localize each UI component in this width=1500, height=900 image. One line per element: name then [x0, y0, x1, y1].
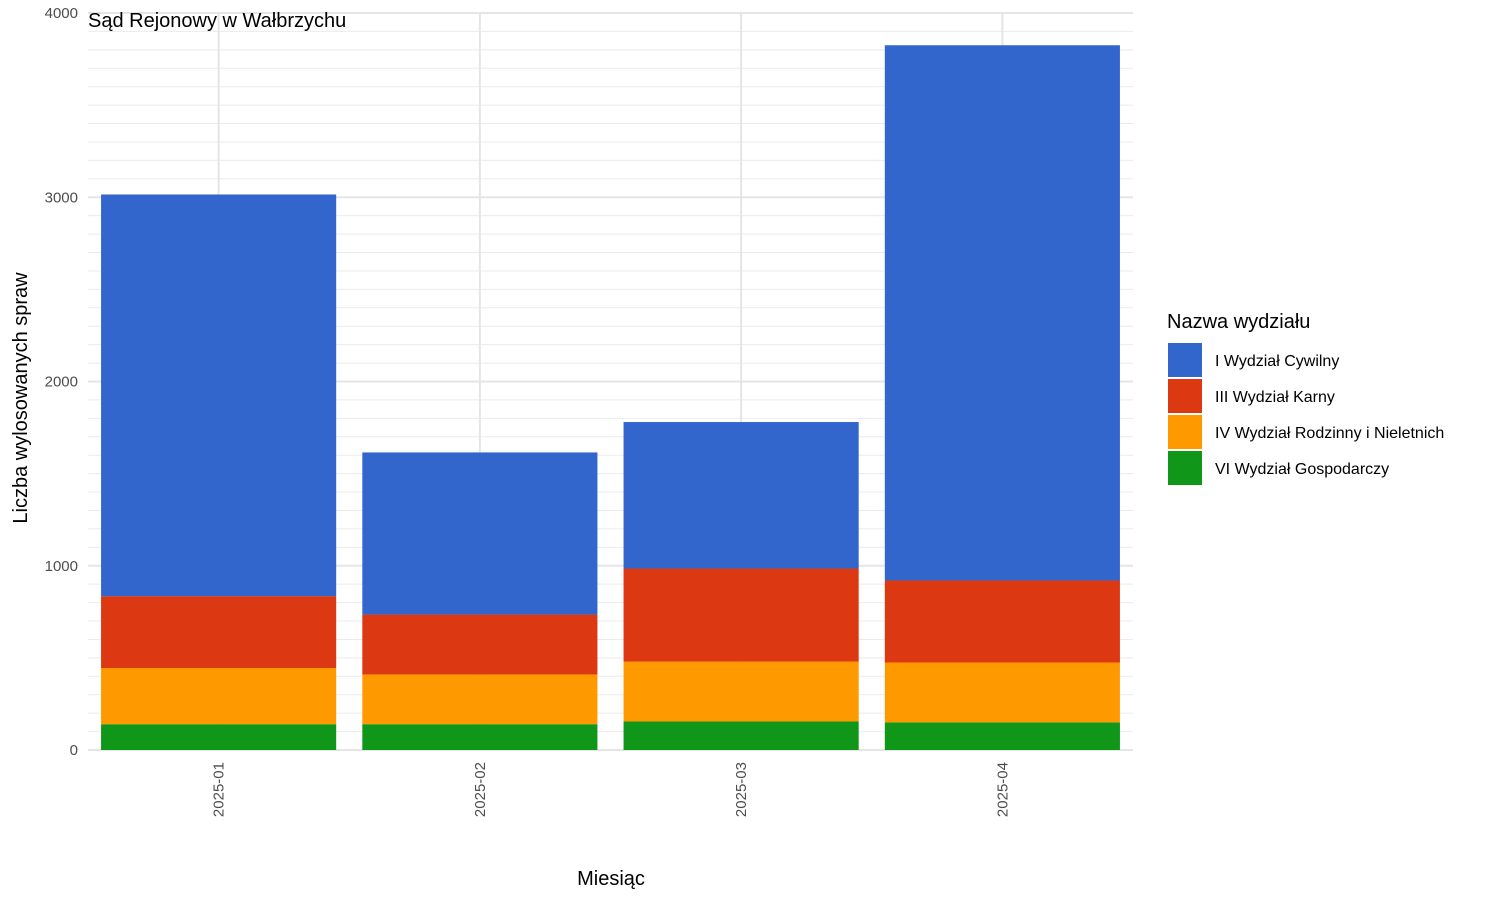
legend-label: III Wydział Karny	[1215, 389, 1335, 406]
legend-swatch	[1168, 415, 1202, 449]
bar-segment	[362, 724, 598, 750]
bars	[101, 45, 1120, 750]
bar-segment	[362, 614, 598, 675]
x-tick-label: 2025-01	[211, 762, 228, 817]
bar-segment	[362, 452, 598, 615]
bar-segment	[623, 568, 859, 662]
x-axis-title: Miesiąc	[577, 868, 645, 890]
y-tick-label: 4000	[45, 5, 78, 22]
x-tick-labels: 2025-01 2025-02 2025-03 2025-04	[211, 762, 1012, 817]
legend-label: IV Wydział Rodzinny i Nieletnich	[1215, 425, 1444, 442]
bar-segment	[884, 45, 1120, 581]
y-tick-label: 0	[70, 742, 78, 759]
bar-segment	[884, 722, 1120, 750]
legend-label: VI Wydział Gospodarczy	[1215, 461, 1389, 478]
legend-swatch	[1168, 379, 1202, 413]
y-tick-label: 1000	[45, 558, 78, 575]
legend-swatch	[1168, 451, 1202, 485]
bar-segment	[101, 596, 337, 669]
bar-segment	[623, 422, 859, 569]
chart-title: Sąd Rejonowy w Wałbrzychu	[88, 10, 346, 32]
x-tick-label: 2025-03	[733, 762, 750, 817]
legend: Nazwa wydziału I Wydział Cywilny III Wydz…	[1167, 311, 1444, 485]
legend-swatch	[1168, 343, 1202, 377]
bar-segment	[101, 668, 337, 725]
x-tick-label: 2025-04	[994, 762, 1011, 817]
y-axis-title: Liczba wylosowanych spraw	[10, 272, 32, 524]
bar-segment	[623, 721, 859, 750]
bar-segment	[362, 674, 598, 725]
bar-segment	[884, 580, 1120, 663]
legend-label: I Wydział Cywilny	[1215, 353, 1339, 370]
y-tick-label: 2000	[45, 374, 78, 391]
bar-segment	[623, 661, 859, 722]
y-tick-labels: 0 1000 2000 3000 4000	[45, 5, 78, 759]
y-tick-label: 3000	[45, 189, 78, 206]
legend-title: Nazwa wydziału	[1167, 311, 1310, 333]
x-tick-label: 2025-02	[472, 762, 489, 817]
bar-segment	[101, 194, 337, 597]
bar-segment	[884, 662, 1120, 723]
bar-segment	[101, 724, 337, 750]
